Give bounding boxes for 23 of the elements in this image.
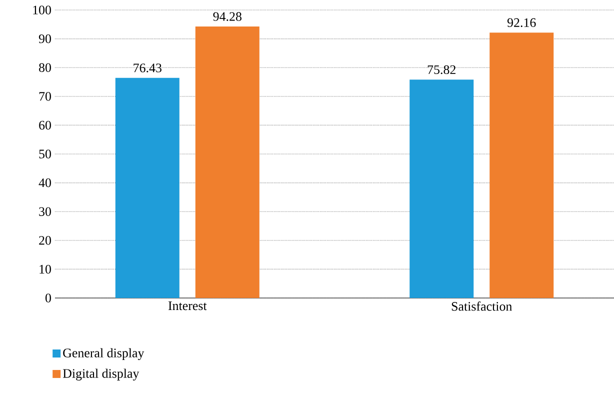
bar [115, 78, 180, 298]
y-tick-label: 30 [39, 207, 51, 216]
y-tick-label: 90 [38, 34, 51, 44]
y-tick-label: 70 [39, 92, 51, 101]
bar [410, 80, 474, 298]
y-tick-label: 50 [39, 150, 51, 158]
y-tick-label: 10 [40, 264, 51, 274]
bar [195, 26, 260, 298]
bar [490, 32, 554, 298]
y-tick-label: 60 [39, 120, 51, 130]
data-label: 76.43 [134, 64, 162, 72]
y-tick-label: 80 [39, 63, 51, 72]
y-tick-label: 100 [33, 6, 51, 14]
x-tick-label: Satisfaction [452, 302, 512, 311]
data-label: 94.28 [213, 12, 242, 21]
legend-label: General display [63, 348, 144, 360]
legend-label: Digital display [62, 368, 140, 381]
data-label: 75.82 [428, 65, 456, 74]
y-tick-label: 40 [38, 178, 51, 188]
data-label: 92.16 [507, 18, 536, 28]
x-tick-label: Interest [168, 302, 207, 310]
y-tick-label: 20 [39, 236, 51, 245]
y-tick-label: 0 [46, 294, 51, 302]
